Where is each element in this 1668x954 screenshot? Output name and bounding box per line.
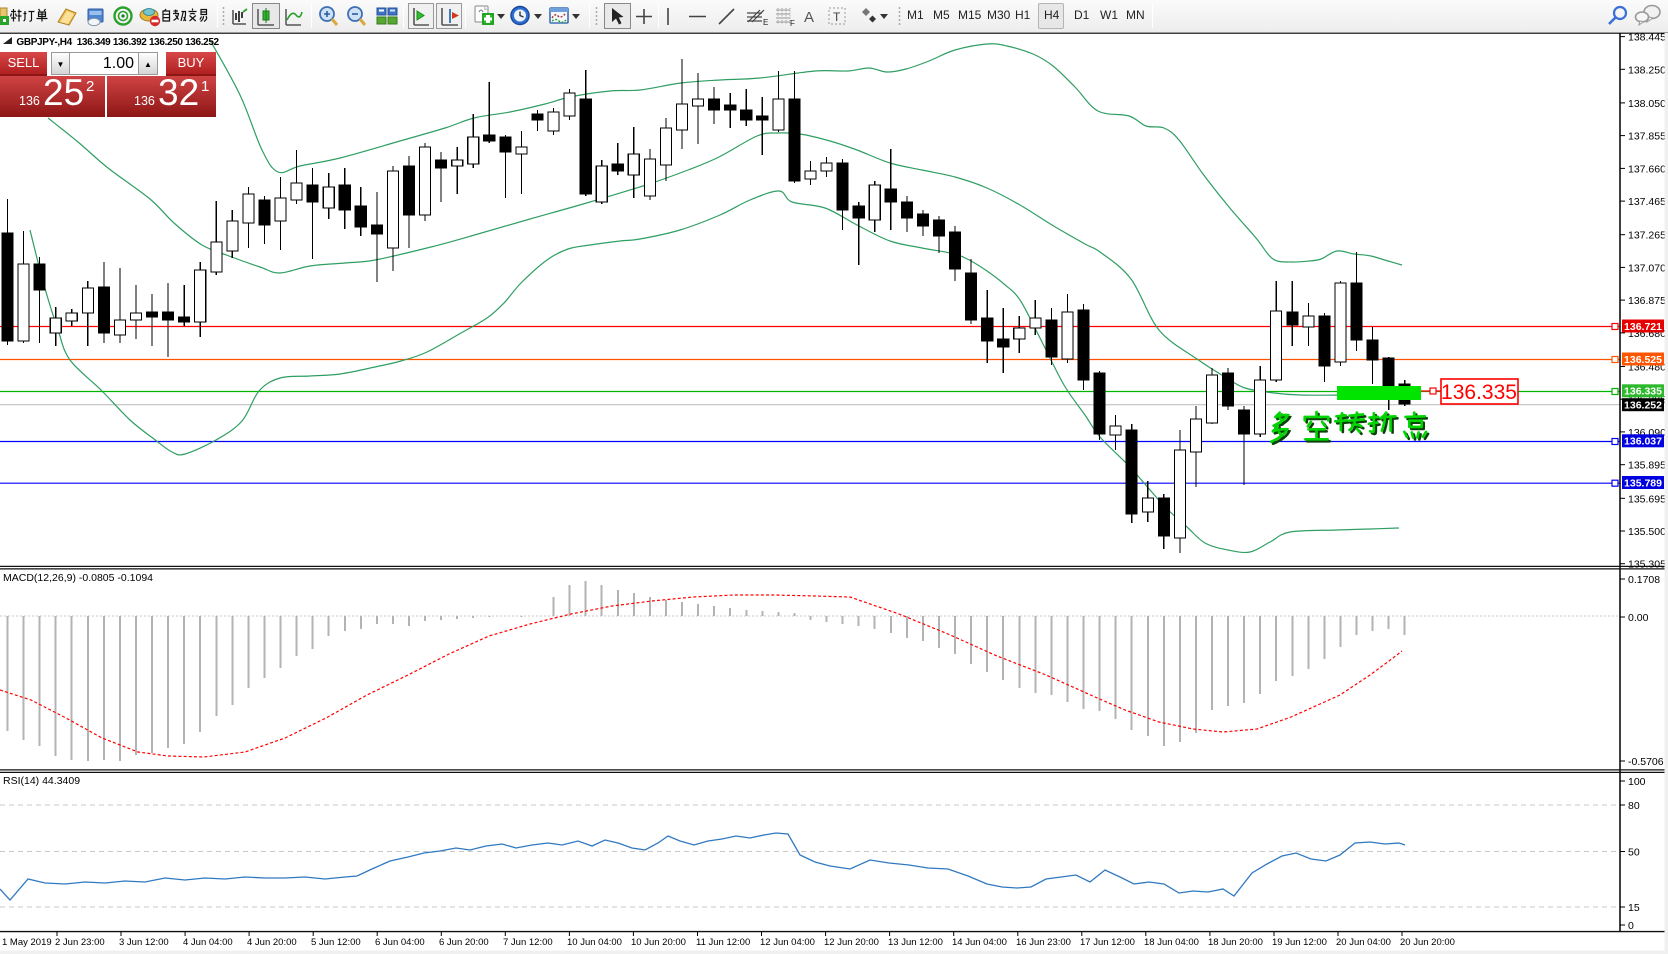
svg-text:F: F [790,19,795,28]
svg-text:137.465: 137.465 [1628,196,1666,208]
svg-text:12 Jun 20:00: 12 Jun 20:00 [824,937,879,948]
svg-text:17 Jun 12:00: 17 Jun 12:00 [1080,937,1135,948]
svg-text:19 Jun 12:00: 19 Jun 12:00 [1272,937,1327,948]
svg-text:3 Jun 12:00: 3 Jun 12:00 [119,937,169,948]
svg-text:137.855: 137.855 [1628,131,1666,143]
svg-text:136.721: 136.721 [1624,321,1662,333]
svg-text:20 Jun 20:00: 20 Jun 20:00 [1400,937,1455,948]
svg-text:137.265: 137.265 [1628,230,1666,242]
svg-text:100: 100 [1628,776,1646,788]
svg-text:10 Jun 20:00: 10 Jun 20:00 [631,937,686,948]
svg-text:18 Jun 04:00: 18 Jun 04:00 [1144,937,1199,948]
svg-text:11 Jun 12:00: 11 Jun 12:00 [696,937,750,948]
svg-text:E: E [763,18,768,27]
svg-text:0.1708: 0.1708 [1628,574,1660,586]
svg-text:6 Jun 20:00: 6 Jun 20:00 [439,937,489,948]
svg-text:136.875: 136.875 [1628,295,1666,307]
svg-text:137.660: 137.660 [1628,163,1666,175]
svg-text:138.050: 138.050 [1628,98,1666,110]
svg-text:50: 50 [1628,847,1640,859]
svg-text:T: T [833,10,841,24]
svg-text:18 Jun 20:00: 18 Jun 20:00 [1208,937,1263,948]
svg-text:15: 15 [1628,902,1640,914]
svg-text:20 Jun 04:00: 20 Jun 04:00 [1336,937,1391,948]
svg-text:135.500: 135.500 [1628,526,1666,538]
svg-text:135.789: 135.789 [1624,477,1662,489]
svg-text:136.252: 136.252 [1624,400,1662,412]
svg-text:13 Jun 12:00: 13 Jun 12:00 [888,937,943,948]
svg-text:2 Jun 23:00: 2 Jun 23:00 [55,937,105,948]
svg-text:136.037: 136.037 [1624,436,1662,448]
svg-text:4 Jun 04:00: 4 Jun 04:00 [183,937,233,948]
svg-text:4 Jun 20:00: 4 Jun 20:00 [247,937,297,948]
svg-text:RSI(14) 44.3409: RSI(14) 44.3409 [3,775,80,787]
svg-text:0: 0 [1628,920,1634,932]
svg-text:MACD(12,26,9) -0.0805 -0.1094: MACD(12,26,9) -0.0805 -0.1094 [3,572,153,584]
svg-text:135.305: 135.305 [1628,559,1666,571]
svg-text:136.525: 136.525 [1624,354,1662,366]
svg-text:5 Jun 12:00: 5 Jun 12:00 [311,937,361,948]
svg-text:0.00: 0.00 [1628,612,1649,624]
svg-text:136.335: 136.335 [1441,381,1517,404]
svg-text:137.070: 137.070 [1628,262,1666,274]
svg-text:7 Jun 12:00: 7 Jun 12:00 [503,937,553,948]
svg-text:138.250: 138.250 [1628,64,1666,76]
svg-text:135.695: 135.695 [1628,493,1666,505]
svg-text:14 Jun 04:00: 14 Jun 04:00 [952,937,1007,948]
svg-text:80: 80 [1628,800,1640,812]
svg-text:A: A [804,9,814,26]
svg-text:10 Jun 04:00: 10 Jun 04:00 [567,937,622,948]
svg-text:135.895: 135.895 [1628,460,1666,472]
svg-text:136.335: 136.335 [1624,386,1662,398]
svg-text:16 Jun 23:00: 16 Jun 23:00 [1016,937,1071,948]
svg-text:12 Jun 04:00: 12 Jun 04:00 [760,937,815,948]
svg-text:1 May 2019: 1 May 2019 [2,937,52,948]
svg-text:138.445: 138.445 [1628,32,1666,44]
svg-text:-0.5706: -0.5706 [1628,756,1664,768]
svg-text:6 Jun 04:00: 6 Jun 04:00 [375,937,425,948]
